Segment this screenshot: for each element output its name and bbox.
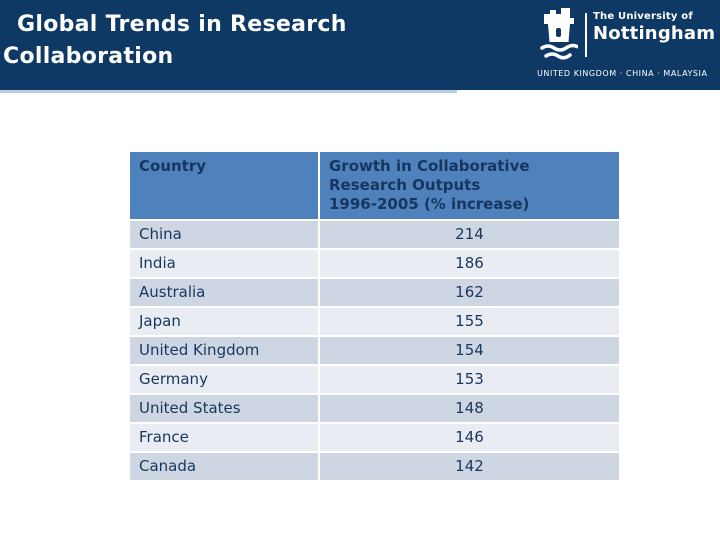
value-cell: 155 [320, 308, 619, 335]
country-cell: Japan [130, 308, 318, 335]
table-head: Country Growth in Collaborative Research… [130, 152, 619, 219]
country-cell: United Kingdom [130, 337, 318, 364]
collaboration-growth-table: Country Growth in Collaborative Research… [128, 150, 621, 482]
value-cell: 153 [320, 366, 619, 393]
table-row: Japan 155 [130, 308, 619, 335]
table-body: China 214 India 186 Australia 162 Japan … [130, 221, 619, 480]
value-cell: 142 [320, 453, 619, 480]
slide-header: Global Trends in Research Collaboration … [0, 0, 720, 90]
slide-title: Global Trends in Research Collaboration [2, 9, 347, 73]
logo-name-text: Nottingham [593, 23, 716, 44]
value-cell: 154 [320, 337, 619, 364]
value-cell: 214 [320, 221, 619, 248]
table-row: United Kingdom 154 [130, 337, 619, 364]
table-header-growth-line1: Growth in Collaborative [329, 157, 530, 175]
castle-crest-icon [540, 8, 578, 60]
country-cell: France [130, 424, 318, 451]
table-row: United States 148 [130, 395, 619, 422]
table-header-country: Country [130, 152, 318, 219]
country-cell: Germany [130, 366, 318, 393]
country-cell: United States [130, 395, 318, 422]
table-row: France 146 [130, 424, 619, 451]
table-header-row: Country Growth in Collaborative Research… [130, 152, 619, 219]
value-cell: 148 [320, 395, 619, 422]
country-cell: India [130, 250, 318, 277]
slide-title-line2: Collaboration [3, 44, 174, 69]
table-row: Canada 142 [130, 453, 619, 480]
country-cell: Canada [130, 453, 318, 480]
table-row: Australia 162 [130, 279, 619, 306]
country-cell: China [130, 221, 318, 248]
country-cell: Australia [130, 279, 318, 306]
table-row: India 186 [130, 250, 619, 277]
university-logo: The University of Nottingham UNITED KING… [535, 0, 720, 90]
table-header-growth-line2: Research Outputs [329, 176, 481, 194]
table-header-growth-line3: 1996-2005 (% increase) [329, 195, 530, 213]
slide-title-line1: Global Trends in Research [17, 12, 347, 37]
value-cell: 162 [320, 279, 619, 306]
value-cell: 146 [320, 424, 619, 451]
logo-prefix-text: The University of [593, 11, 693, 22]
table-row: Germany 153 [130, 366, 619, 393]
logo-wordmark: The University of Nottingham [593, 11, 715, 44]
header-underline [0, 90, 457, 93]
table-row: China 214 [130, 221, 619, 248]
table-header-growth: Growth in Collaborative Research Outputs… [320, 152, 619, 219]
value-cell: 186 [320, 250, 619, 277]
logo-tagline: UNITED KINGDOM · CHINA · MALAYSIA [537, 69, 708, 78]
logo-divider [585, 13, 587, 57]
